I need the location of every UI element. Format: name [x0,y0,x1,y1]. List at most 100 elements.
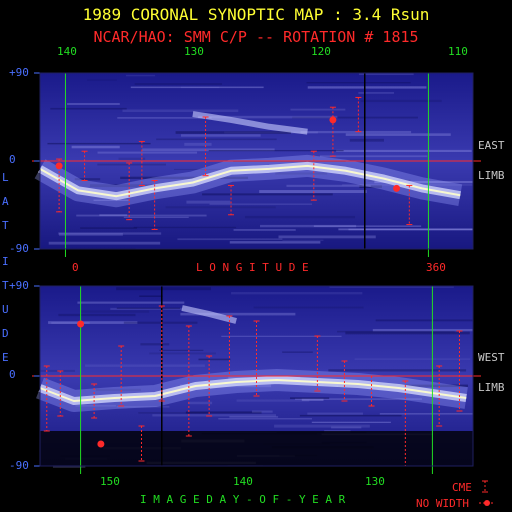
map-texture-streak [251,410,273,413]
latitude-letter: D [2,327,9,340]
map-texture-streak [244,215,356,219]
map-texture-streak [229,416,279,418]
map-texture-streak [295,398,422,400]
map-texture-streak [140,343,170,346]
map-texture-streak [198,115,338,119]
longitude-tick-0: 0 [72,261,79,274]
latitude-letter: E [2,351,9,364]
map-texture-streak [301,398,324,401]
map-texture-streak [358,92,395,94]
map-texture-streak [259,190,367,194]
longitude-axis-label: L O N G I T U D E [196,261,309,274]
east-label: EAST [478,139,505,152]
map-texture-streak [139,295,163,297]
map-texture-streak [374,180,473,184]
map-texture-streak [122,109,239,113]
bottom-tick-150: 150 [100,475,120,488]
map-texture-streak [156,138,277,141]
map-texture-streak [360,99,442,103]
map-texture-streak [180,312,296,316]
map-texture-streak [286,184,371,187]
panel-frame [39,285,474,467]
upper-streamer [192,111,308,135]
map-texture-streak [134,83,223,85]
map-texture-streak [202,193,333,196]
map-texture-streak [77,301,185,304]
map-texture-streak [58,313,136,317]
map-texture-streak [253,306,364,309]
cme-no-width-dot [55,162,63,170]
latitude-letter: T [2,279,9,292]
map-texture-streak [372,328,473,332]
polar-dark-region [40,431,473,466]
map-texture-streak [93,199,129,201]
map-texture-streak [48,241,161,245]
map-texture-streak [76,214,207,217]
legend-no-width-label: NO WIDTH [416,497,469,510]
map-texture-streak [185,411,262,414]
map-texture-streak [306,82,411,84]
map-texture-streak [311,421,391,423]
map-texture-streak [87,79,117,81]
bottom-ytick-0: 0 [9,368,16,381]
map-texture-streak [138,412,211,414]
map-texture-streak [50,107,127,110]
map-texture-streak [47,142,151,145]
upper-streamer [181,305,237,324]
legend-cme-label: CME [452,481,472,494]
top-tick-110: 110 [448,45,468,58]
map-texture-streak [319,155,428,158]
map-texture-streak [233,229,296,231]
map-texture-streak [338,228,473,231]
top-tick-140: 140 [57,45,77,58]
longitude-tick-360: 360 [426,261,446,274]
map-texture-streak [379,413,473,415]
map-texture-streak [349,138,384,142]
cme-no-width-dot [77,320,85,328]
map-texture-streak [328,369,467,372]
map-texture-streak [329,286,454,288]
figure-title: 1989 CORONAL SYNOPTIC MAP : 3.4 Rsun [82,5,430,24]
day-of-year-axis-label: I M A G E D A Y - O F - Y E A R [140,493,346,506]
west-label: WEST [478,351,505,364]
cme-no-width-dot [393,184,401,192]
map-texture-streak [348,228,473,231]
map-texture-streak [116,405,170,408]
map-texture-streak [85,364,205,367]
map-texture-streak [51,322,90,324]
west-limb-label: LIMB [478,381,505,394]
map-texture-streak [359,185,382,189]
map-texture-streak [307,412,363,415]
latitude-letter: U [2,303,9,316]
map-texture-streak [71,145,120,149]
map-texture-streak [149,352,216,355]
map-texture-streak [99,214,128,217]
map-texture-streak [292,116,418,119]
map-texture-streak [282,239,324,241]
map-texture-streak [67,103,120,105]
map-texture-streak [130,86,264,89]
latitude-letter: A [2,195,9,208]
top-tick-120: 120 [311,45,331,58]
map-texture-streak [159,349,204,351]
map-texture-streak [75,404,116,407]
map-texture-streak [337,330,455,333]
map-texture-streak [198,358,231,361]
map-texture-streak [278,235,376,239]
map-texture-streak [218,418,312,420]
map-texture-streak [48,321,138,324]
map-texture-streak [345,133,451,136]
map-texture-streak [120,176,249,180]
map-texture-streak [274,424,370,428]
streamer-belt-core [39,164,461,198]
map-texture-streak [289,397,330,399]
map-texture-streak [299,414,402,417]
map-texture-streak [229,241,321,244]
map-texture-streak [260,224,357,228]
map-texture-streak [224,131,318,134]
panel-frame [39,72,474,250]
latitude-letter: T [2,219,9,232]
map-texture-streak [275,172,328,175]
